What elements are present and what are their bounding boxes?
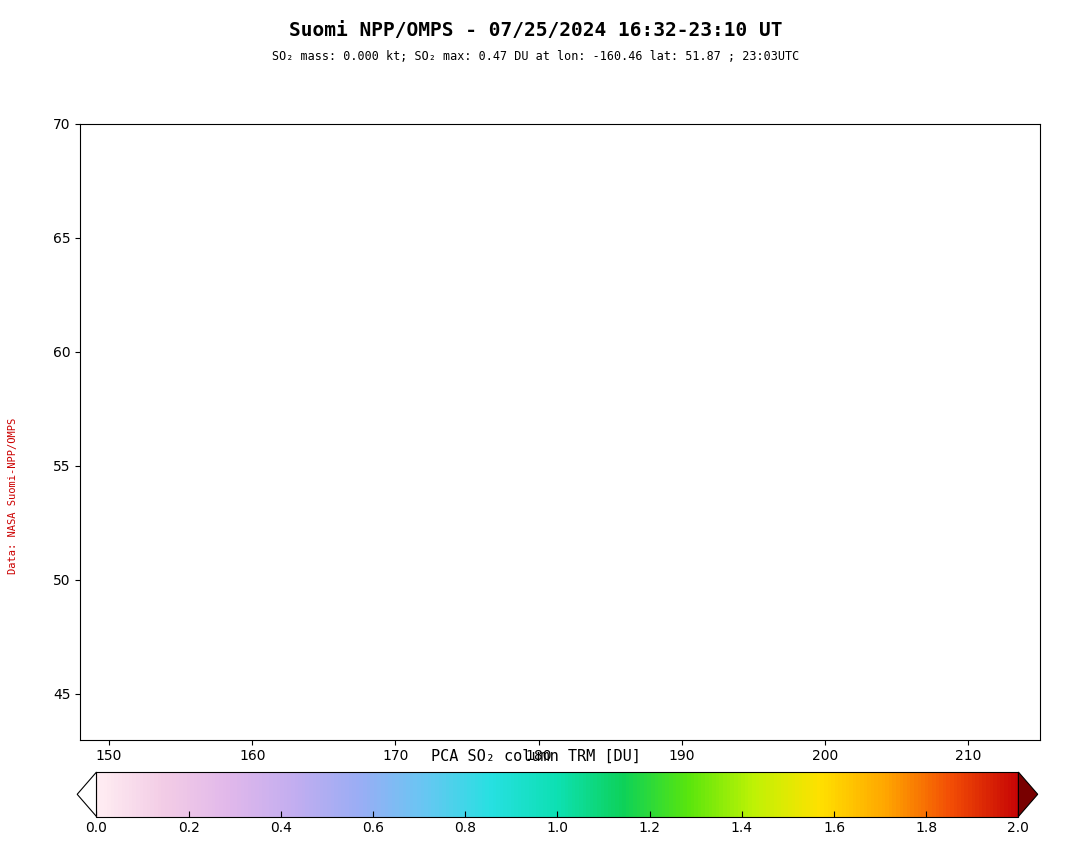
Text: Data: NASA Suomi-NPP/OMPS: Data: NASA Suomi-NPP/OMPS (8, 418, 18, 574)
Text: SO₂ mass: 0.000 kt; SO₂ max: 0.47 DU at lon: -160.46 lat: 51.87 ; 23:03UTC: SO₂ mass: 0.000 kt; SO₂ max: 0.47 DU at … (272, 50, 800, 62)
Text: Suomi NPP/OMPS - 07/25/2024 16:32-23:10 UT: Suomi NPP/OMPS - 07/25/2024 16:32-23:10 … (289, 21, 783, 40)
Text: PCA SO₂ column TRM [DU]: PCA SO₂ column TRM [DU] (431, 748, 641, 764)
